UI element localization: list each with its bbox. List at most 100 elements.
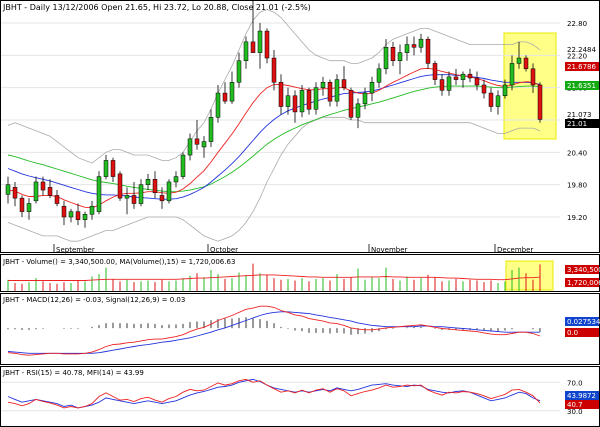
candle-body [432,63,438,80]
candle-body [82,214,88,220]
candle [467,68,473,83]
candle-body [33,181,39,202]
candle [355,98,361,129]
month-label: December [497,246,533,254]
candle [474,71,480,91]
volume-panel: JBHT - Volume() = 3,340,500.00, MA(Volum… [0,254,600,292]
candle-body [68,211,74,218]
price-label-bg [565,62,599,71]
price-label: 21.073 [567,111,592,119]
candle-body [502,84,508,96]
volume-value-labels: 3,340,500 1,720,006 [565,265,600,287]
candle-body [467,73,473,79]
candle [243,36,249,69]
candle [383,39,389,75]
candle-body [306,90,312,110]
candle [5,176,11,204]
candle [103,155,109,180]
bollinger-upper-line [7,9,541,164]
candle-body [418,38,424,48]
price-label-bg [565,81,599,90]
rsi-gridlines: 70.0 30.0 [1,379,583,416]
candle-body [411,44,417,48]
candle [96,171,102,215]
candle-body [215,92,221,118]
candle [516,41,522,69]
candle [530,63,536,94]
price-title-info: - Daily 13/12/2006 Open 21.65, Hi 23.72,… [22,3,311,12]
candle [397,44,403,75]
candle [89,200,95,220]
candle-body [19,197,25,212]
candle [523,55,529,72]
candle-body [453,76,459,80]
candle-body [516,57,522,64]
candle [418,33,424,53]
price-gridlines [1,22,560,218]
candle [250,0,256,53]
candle [117,171,123,201]
candle [425,36,431,69]
candle-body [348,90,354,118]
y-tick-label: 22.20 [567,52,587,60]
candle-body [173,176,179,183]
candle [208,109,214,147]
month-label: November [371,246,408,254]
candle [488,87,494,112]
ma-green-line [7,85,541,193]
candle [61,200,67,226]
candle-body [110,160,116,177]
candle-body [334,79,340,102]
candle-body [89,205,95,215]
candle [348,87,354,120]
price-label: 22.2484 [567,46,596,54]
candle-body [138,184,144,204]
candle [166,179,172,204]
candle [145,173,151,191]
candle-body [75,211,81,220]
macd-label: 0.027534 [567,318,600,326]
price-panel: JBHT - Daily 13/12/2006 Open 21.65, Hi 2… [0,0,600,254]
candle-body [257,30,263,53]
candle [180,152,186,180]
y-tick-label: 19.80 [567,182,587,190]
candle [131,181,137,209]
candle-body [390,47,396,61]
candle [159,187,165,209]
candle [222,82,228,104]
rsi-mfi-lines [7,378,541,409]
rsi-title: JBHT - RSI(15) = 40.78, MFI(14) = 43.99 [2,369,144,377]
candle-body [131,195,137,204]
volume-highlight-box [505,260,554,291]
macd-label: 0.0 [567,329,578,337]
candle-body [383,47,389,70]
candle [236,52,242,88]
candle-body [124,195,130,199]
candles [5,0,543,228]
macd-label-bg [565,328,599,337]
candle-body [26,203,32,212]
candle [26,198,32,220]
rsi-y-tick: 70.0 [567,379,583,387]
candle-body [292,95,298,113]
candle-body [488,92,494,107]
candle-body [509,63,515,86]
candle-body [404,44,410,53]
candle [369,76,375,102]
candle [271,49,277,91]
candle [75,203,81,226]
candle [432,60,438,85]
candle-body [369,82,375,94]
candle [264,28,270,64]
candle [334,74,340,107]
ma-blue-line [7,74,541,200]
price-label-bg [565,119,599,128]
candle [82,211,88,228]
candle-body [299,90,305,113]
candle-body [194,138,200,145]
candle-body [152,179,158,193]
macd-panel-frame [0,293,600,365]
candle-body [362,92,368,105]
candle-body [222,92,228,102]
candle-body [5,184,11,195]
